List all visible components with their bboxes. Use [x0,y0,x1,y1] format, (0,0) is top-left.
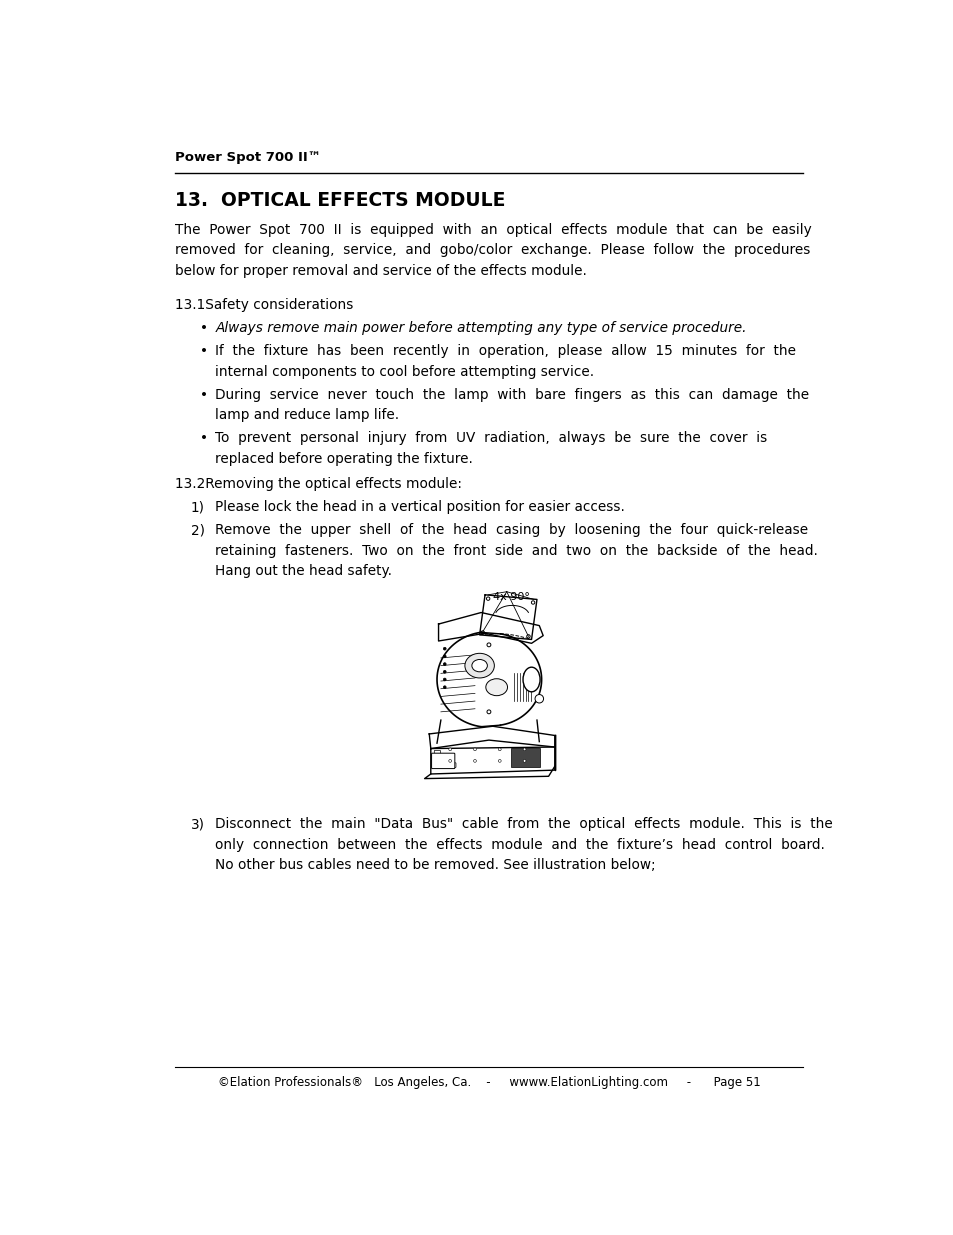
Circle shape [486,710,491,714]
Text: Remove  the  upper  shell  of  the  head  casing  by  loosening  the  four  quic: Remove the upper shell of the head casin… [215,524,807,537]
Text: •: • [199,388,208,401]
Circle shape [497,748,500,751]
Text: Always remove main power before attempting any type of service procedure.: Always remove main power before attempti… [215,321,746,335]
Circle shape [443,685,446,689]
Text: below for proper removal and service of the effects module.: below for proper removal and service of … [174,264,586,278]
Circle shape [522,760,525,762]
Circle shape [473,760,476,762]
Text: During  service  never  touch  the  lamp  with  bare  fingers  as  this  can  da: During service never touch the lamp with… [215,388,809,401]
Text: 13.2Removing the optical effects module:: 13.2Removing the optical effects module: [174,477,461,492]
Circle shape [443,678,446,680]
Text: ©Elation Professionals®   Los Angeles, Ca.    -     wwww.ElationLighting.com    : ©Elation Professionals® Los Angeles, Ca.… [217,1076,760,1089]
Circle shape [443,647,446,650]
Text: If  the  fixture  has  been  recently  in  operation,  please  allow  15  minute: If the fixture has been recently in oper… [215,345,796,358]
Ellipse shape [464,653,494,678]
Text: internal components to cool before attempting service.: internal components to cool before attem… [215,364,594,379]
Text: •: • [199,431,208,445]
FancyBboxPatch shape [510,748,539,767]
Text: retaining  fasteners.  Two  on  the  front  side  and  two  on  the  backside  o: retaining fasteners. Two on the front si… [215,543,818,557]
Text: 2): 2) [191,524,204,537]
Circle shape [443,671,446,673]
Text: 13.  OPTICAL EFFECTS MODULE: 13. OPTICAL EFFECTS MODULE [174,190,505,210]
Text: 4x 90°: 4x 90° [493,592,529,601]
Ellipse shape [522,667,539,692]
Text: The  Power  Spot  700  II  is  equipped  with  an  optical  effects  module  tha: The Power Spot 700 II is equipped with a… [174,222,811,237]
Text: 1): 1) [191,500,204,514]
Text: To  prevent  personal  injury  from  UV  radiation,  always  be  sure  the  cove: To prevent personal injury from UV radia… [215,431,767,445]
FancyBboxPatch shape [434,751,440,755]
FancyBboxPatch shape [431,753,455,768]
Circle shape [443,663,446,666]
Circle shape [473,748,476,751]
Text: 13.1Safety considerations: 13.1Safety considerations [174,298,353,312]
Circle shape [448,760,451,762]
Text: •: • [199,321,208,335]
Ellipse shape [472,659,487,672]
FancyBboxPatch shape [449,763,456,767]
Circle shape [535,694,543,703]
Text: only  connection  between  the  effects  module  and  the  fixture’s  head  cont: only connection between the effects modu… [215,837,824,852]
Text: Please lock the head in a vertical position for easier access.: Please lock the head in a vertical posit… [215,500,624,514]
Text: replaced before operating the fixture.: replaced before operating the fixture. [215,452,473,466]
Text: Hang out the head safety.: Hang out the head safety. [215,564,392,578]
Text: 3): 3) [191,818,204,831]
Circle shape [443,655,446,658]
Text: removed  for  cleaning,  service,  and  gobo/color  exchange.  Please  follow  t: removed for cleaning, service, and gobo/… [174,243,810,257]
Text: •: • [199,345,208,358]
Text: Power Spot 700 II™: Power Spot 700 II™ [174,151,321,163]
FancyBboxPatch shape [441,757,448,761]
Circle shape [486,643,491,647]
Circle shape [522,748,525,751]
Text: lamp and reduce lamp life.: lamp and reduce lamp life. [215,408,399,422]
Circle shape [448,748,451,751]
Ellipse shape [485,679,507,695]
Text: No other bus cables need to be removed. See illustration below;: No other bus cables need to be removed. … [215,858,656,872]
Circle shape [497,760,500,762]
Text: Disconnect  the  main  "Data  Bus"  cable  from  the  optical  effects  module. : Disconnect the main "Data Bus" cable fro… [215,818,832,831]
